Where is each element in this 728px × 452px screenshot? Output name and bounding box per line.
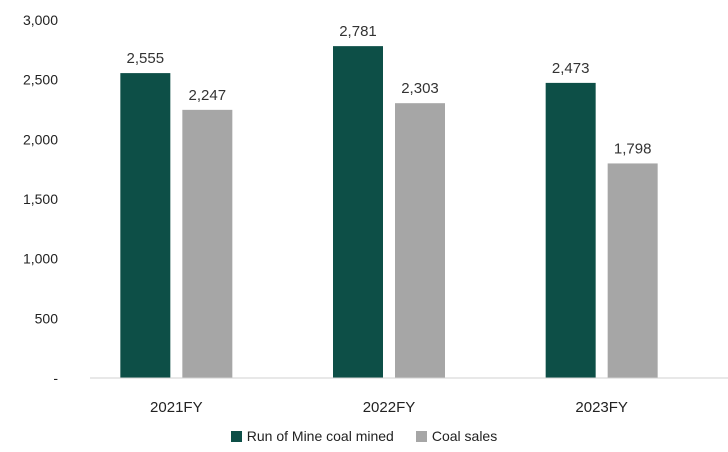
y-tick-label: 2,500 [23, 72, 58, 88]
legend-swatch-coal-sales [415, 430, 427, 442]
legend-item-coal-sales: Coal sales [415, 428, 498, 444]
y-tick-label: 500 [35, 310, 59, 326]
y-tick-label: 1,000 [23, 251, 58, 267]
bar [333, 46, 383, 378]
bar [545, 82, 596, 378]
bar [395, 103, 445, 379]
legend-label-coal-sales: Coal sales [431, 428, 498, 444]
legend: Run of Mine coal mined Coal sales [0, 428, 728, 444]
x-axis-category-labels: 2021FY 2022FY 2023FY [150, 399, 628, 416]
data-label: 2,247 [189, 87, 227, 104]
data-label: 2,555 [127, 50, 165, 67]
y-tick-label: 1,500 [23, 191, 58, 207]
legend-item-run-of-mine: Run of Mine coal mined [230, 428, 394, 444]
x-tick-label: 2022FY [363, 399, 416, 416]
legend-swatch-run-of-mine [230, 430, 242, 442]
bar [182, 109, 233, 378]
data-label: 2,473 [552, 60, 590, 77]
data-label: 1,798 [614, 140, 652, 157]
y-axis-ticks: - 500 1,000 1,500 2,000 2,500 3,000 [23, 12, 58, 386]
y-tick-label: - [53, 370, 58, 386]
data-labels: 2,555 2,247 2,781 2,303 2,473 1,798 [127, 23, 652, 157]
y-tick-label: 2,000 [23, 131, 58, 147]
x-tick-label: 2021FY [150, 399, 203, 416]
bar [120, 73, 171, 378]
data-label: 2,303 [401, 80, 439, 97]
bar [607, 163, 658, 378]
y-tick-label: 3,000 [23, 12, 58, 28]
legend-label-run-of-mine: Run of Mine coal mined [246, 428, 394, 444]
data-label: 2,781 [339, 23, 377, 40]
bars [120, 46, 658, 379]
x-tick-label: 2023FY [575, 399, 628, 416]
